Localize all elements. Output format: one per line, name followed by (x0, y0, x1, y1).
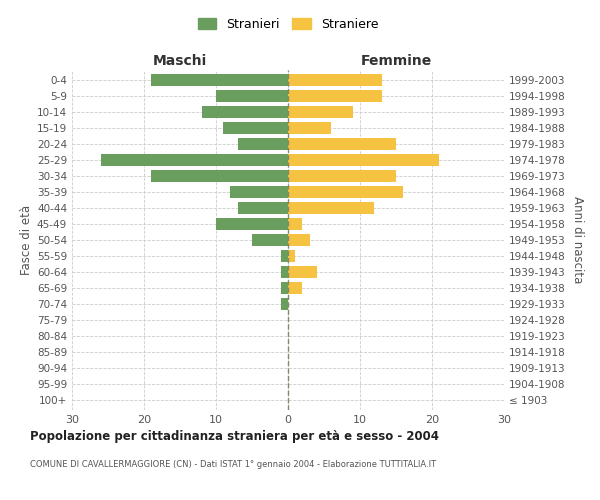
Bar (281, 282, 288, 294)
Bar (288, 154, 439, 166)
Bar (238, 138, 288, 150)
Bar (230, 186, 288, 198)
Bar (151, 74, 288, 86)
Bar (288, 138, 396, 150)
Bar (223, 122, 288, 134)
Bar (288, 218, 302, 230)
Bar (281, 250, 288, 262)
Bar (216, 90, 288, 102)
Bar (288, 282, 302, 294)
Y-axis label: Fasce di età: Fasce di età (20, 205, 33, 275)
Bar (281, 298, 288, 310)
Text: Maschi: Maschi (153, 54, 207, 68)
Bar (101, 154, 288, 166)
Bar (288, 234, 310, 246)
Bar (252, 234, 288, 246)
Bar (151, 170, 288, 182)
Text: Popolazione per cittadinanza straniera per età e sesso - 2004: Popolazione per cittadinanza straniera p… (30, 430, 439, 443)
Y-axis label: Anni di nascita: Anni di nascita (571, 196, 584, 284)
Bar (288, 90, 382, 102)
Bar (202, 106, 288, 118)
Bar (288, 106, 353, 118)
Bar (288, 250, 295, 262)
Bar (288, 266, 317, 278)
Text: Femmine: Femmine (361, 54, 431, 68)
Text: COMUNE DI CAVALLERMAGGIORE (CN) - Dati ISTAT 1° gennaio 2004 - Elaborazione TUTT: COMUNE DI CAVALLERMAGGIORE (CN) - Dati I… (30, 460, 436, 469)
Bar (288, 202, 374, 214)
Bar (288, 186, 403, 198)
Bar (238, 202, 288, 214)
Bar (281, 266, 288, 278)
Bar (216, 218, 288, 230)
Bar (288, 170, 396, 182)
Bar (288, 74, 382, 86)
Legend: Stranieri, Straniere: Stranieri, Straniere (191, 11, 385, 37)
Bar (288, 122, 331, 134)
